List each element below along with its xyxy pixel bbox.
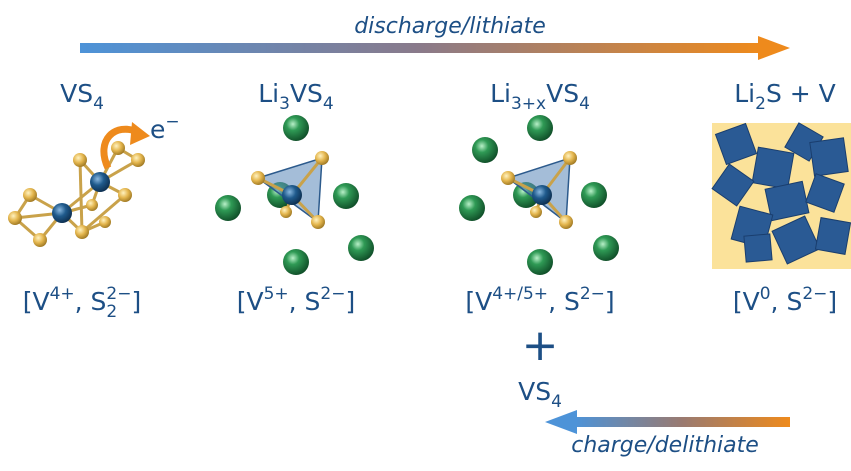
oxidation-state: [V4+, S22−] [23, 284, 142, 322]
vs4-structure [8, 141, 145, 247]
supscript: 5+ [264, 284, 289, 304]
oxidation-state: [V5+, S2−] [237, 284, 356, 316]
subscript: 2 [106, 302, 117, 322]
formula: Li2S + V [734, 79, 836, 114]
supscript: 4+ [50, 284, 75, 304]
subscript: 3 [279, 94, 290, 114]
supscript: − [165, 112, 179, 132]
product-formula: VS4 [518, 377, 562, 412]
subscript: 4 [579, 94, 590, 114]
text-part: Li [490, 79, 511, 108]
text-part: VS [546, 79, 579, 108]
text-part: , S [771, 287, 803, 316]
text-part: VS [518, 377, 551, 406]
text-part: Li [258, 79, 279, 108]
text-part: ] [827, 287, 837, 316]
text-part: , S [289, 287, 321, 316]
discharge-label: discharge/lithiate [354, 14, 546, 39]
plus: + [522, 320, 559, 371]
supscript: 4+/5+ [492, 284, 548, 304]
text-part: VS [60, 79, 93, 108]
text-part: [V [23, 287, 50, 316]
electron-label: e− [150, 112, 180, 144]
li2s-v-structure [711, 122, 851, 269]
supscript: 2− [580, 284, 605, 304]
supscript: 2− [320, 284, 345, 304]
text-part: [V [465, 287, 492, 316]
text-part: ] [345, 287, 355, 316]
text-part: Li [734, 79, 755, 108]
text-part: [V [237, 287, 264, 316]
text-part: e [150, 115, 165, 144]
discharge-arrowhead [758, 36, 790, 60]
charge-arrowhead [545, 410, 577, 434]
supscript: 2− [802, 284, 827, 304]
discharge-arrow [80, 43, 760, 53]
text-part: , S [548, 287, 580, 316]
oxidation-state: [V4+/5+, S2−] [465, 284, 614, 316]
text-part: , S [75, 287, 107, 316]
subscript: 2 [755, 94, 766, 114]
supscript: 2− [106, 284, 131, 304]
supscript: 0 [760, 284, 771, 304]
text-part: ] [605, 287, 615, 316]
oxidation-state: [V0, S2−] [733, 284, 837, 316]
charge-label: charge/delithiate [571, 433, 759, 458]
subscript: 4 [323, 94, 334, 114]
electron-arrowhead [130, 122, 150, 145]
text-part: ] [131, 287, 141, 316]
subscript: 3+x [511, 94, 546, 114]
text-part: VS [290, 79, 323, 108]
text-part: S + V [766, 79, 836, 108]
li3xvs4-structure [459, 115, 619, 275]
formula: Li3+xVS4 [490, 79, 590, 114]
formula: Li3VS4 [258, 79, 334, 114]
text-part: [V [733, 287, 760, 316]
charge-arrow [575, 417, 790, 427]
electron-arrow [100, 125, 140, 170]
formula: VS4 [60, 79, 104, 114]
li3vs4-structure [215, 115, 374, 275]
subscript: 4 [551, 392, 562, 412]
subscript: 4 [93, 94, 104, 114]
